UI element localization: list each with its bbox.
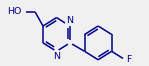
Text: N: N (66, 16, 73, 25)
Text: N: N (53, 52, 60, 61)
Text: F: F (126, 55, 131, 64)
Text: HO: HO (7, 7, 22, 16)
